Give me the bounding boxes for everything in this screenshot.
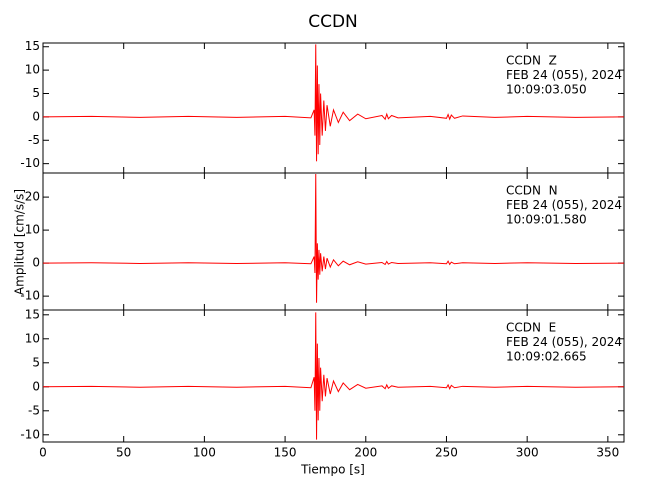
waveform (42, 312, 625, 440)
y-tick-label: -10 (20, 427, 40, 441)
y-tick-label: -5 (28, 133, 40, 147)
x-tick-label: 0 (39, 446, 47, 460)
y-tick-label: 0 (32, 109, 40, 123)
panel-annotation: FEB 24 (055), 2024 (506, 335, 622, 349)
x-tick-label: 100 (193, 446, 216, 460)
y-axis-label: Amplitud [cm/s/s] (13, 189, 27, 295)
panel-frame (42, 309, 625, 443)
y-tick-label: 15 (25, 307, 40, 321)
panel-annotation: 10:09:03.050 (506, 83, 587, 97)
y-tick-label: -10 (20, 156, 40, 170)
waveform (42, 44, 625, 162)
y-tick-label: 5 (32, 86, 40, 100)
y-tick-label: 20 (25, 190, 40, 204)
y-tick-label: 0 (32, 379, 40, 393)
panel-annotation: CCDN N (506, 184, 558, 198)
y-tick-label: 15 (25, 39, 40, 53)
y-tick-label: -10 (20, 289, 40, 303)
x-tick-label: 150 (274, 446, 297, 460)
panel-annotation: FEB 24 (055), 2024 (506, 198, 622, 212)
panel-annotation: CCDN E (506, 321, 556, 335)
chart-title: CCDN (308, 12, 358, 32)
y-tick-label: -5 (28, 403, 40, 417)
y-tick-label: 10 (25, 63, 40, 77)
x-tick-label: 350 (596, 446, 619, 460)
x-axis-label: Tiempo [s] (300, 463, 365, 477)
y-tick-label: 10 (25, 223, 40, 237)
x-tick-label: 50 (116, 446, 131, 460)
panel-annotation: 10:09:01.580 (506, 213, 587, 227)
x-tick-label: 200 (354, 446, 377, 460)
panel-annotation: CCDN Z (506, 54, 557, 68)
panel-annotation: FEB 24 (055), 2024 (506, 68, 622, 82)
waveform (42, 173, 625, 303)
panel-annotation: 10:09:02.665 (506, 350, 587, 364)
y-tick-label: 5 (32, 355, 40, 369)
x-tick-label: 250 (435, 446, 458, 460)
x-tick-label: 300 (516, 446, 539, 460)
y-tick-label: 10 (25, 331, 40, 345)
y-tick-label: 0 (32, 256, 40, 270)
